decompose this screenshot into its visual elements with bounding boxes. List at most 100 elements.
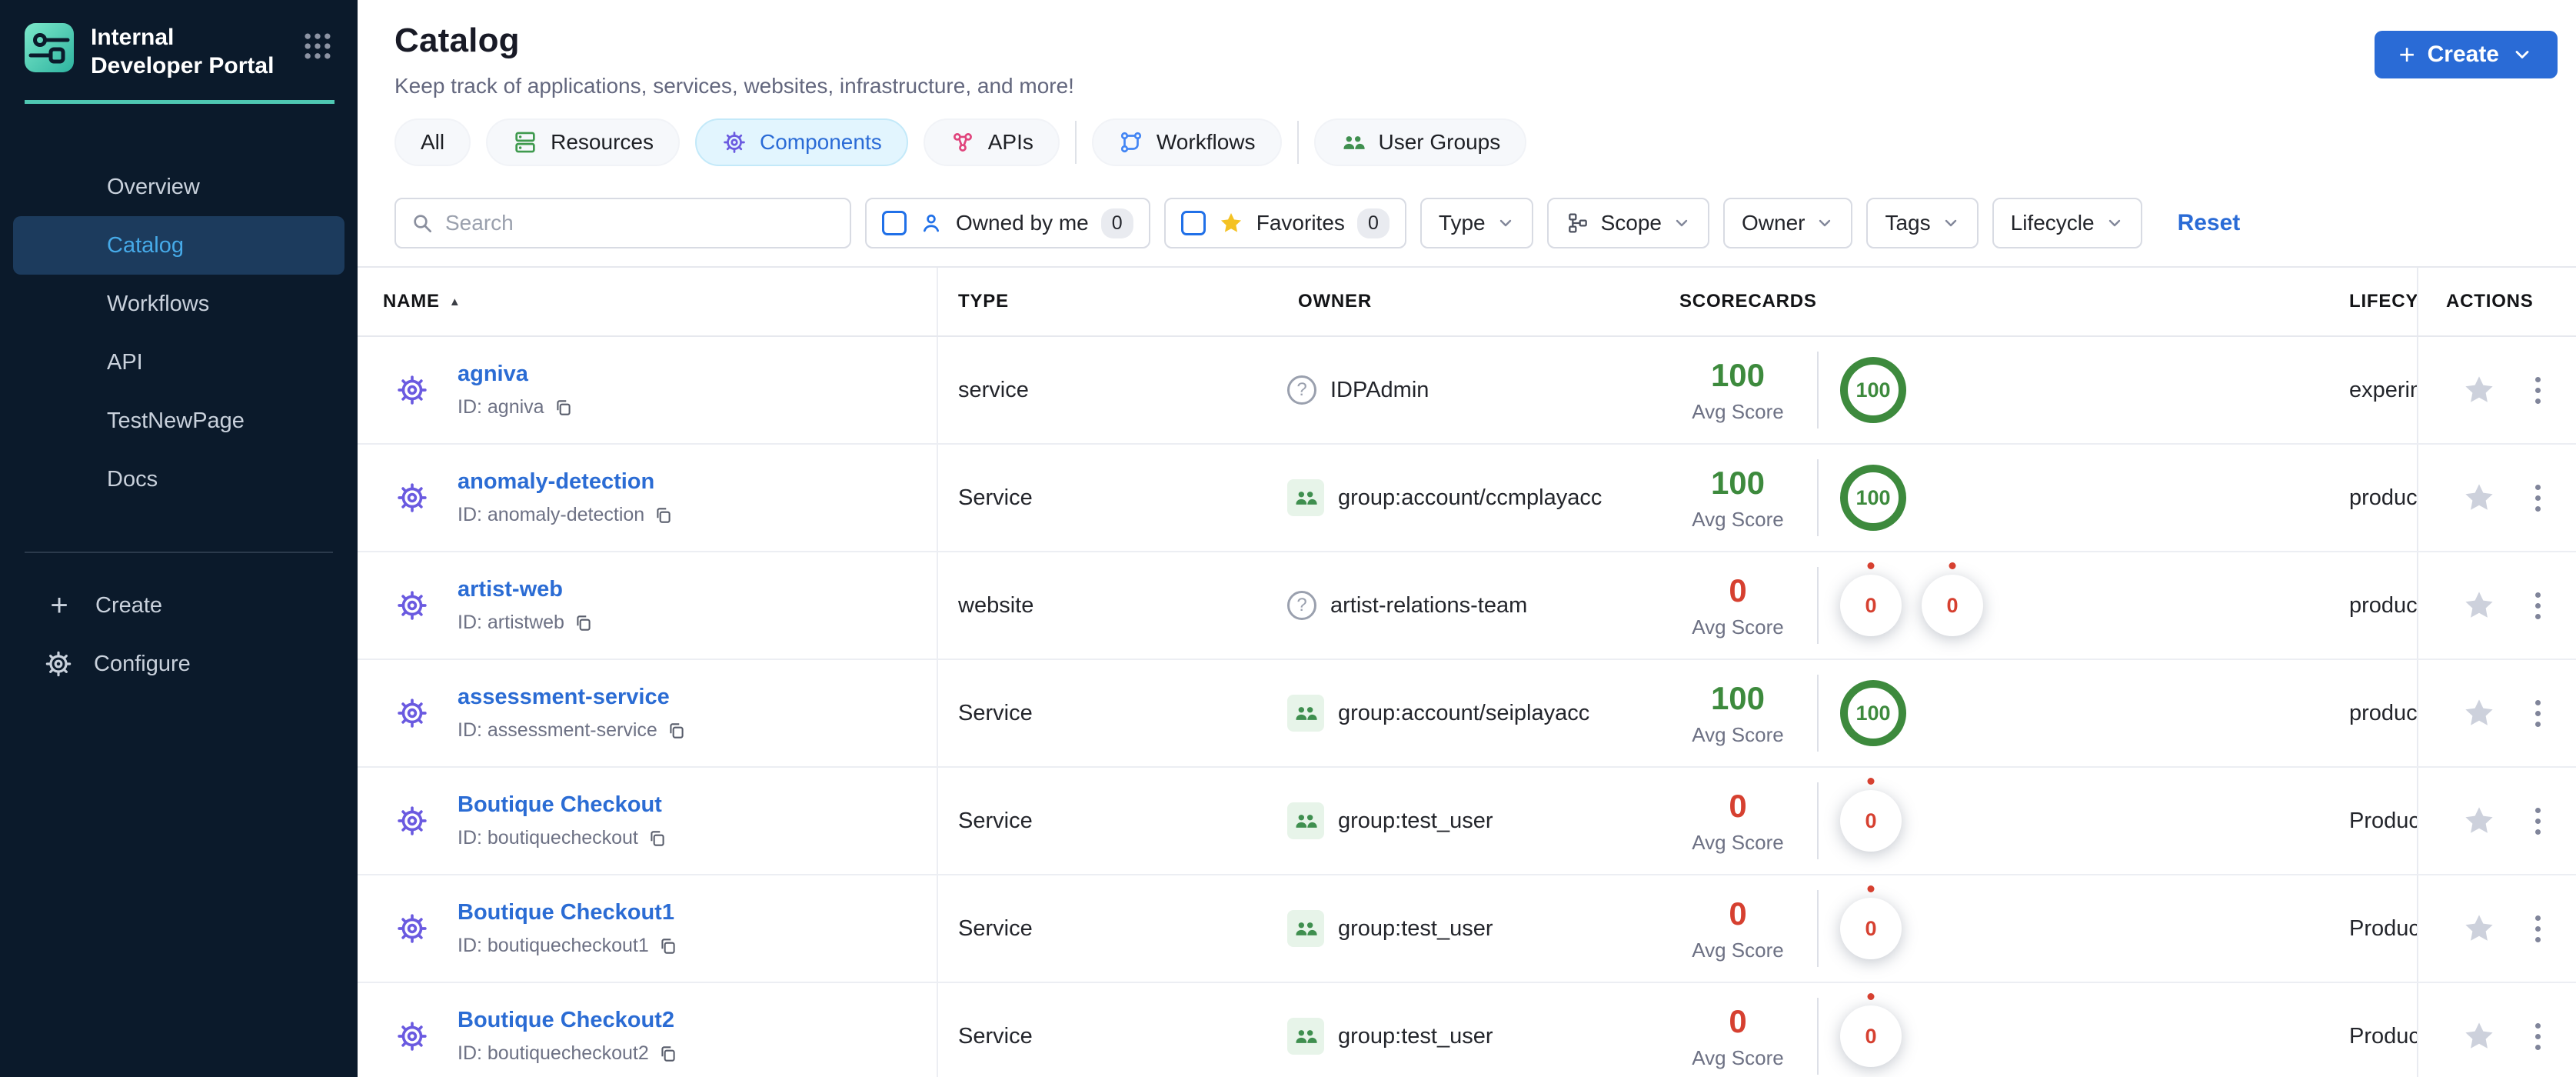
owned-by-me-checkbox[interactable] <box>882 211 907 235</box>
component-name-link[interactable]: Boutique Checkout1 <box>458 900 674 925</box>
kebab-menu-icon[interactable] <box>2531 803 2545 839</box>
score-divider <box>1817 782 1819 859</box>
type-cell: service <box>958 377 1029 402</box>
copy-icon[interactable] <box>658 1044 678 1064</box>
scorecard-rings: 100 <box>1840 357 1906 423</box>
owned-by-me-label: Owned by me <box>956 211 1089 235</box>
type-cell: Service <box>958 915 1033 941</box>
scorecard-ring[interactable]: 0 <box>1840 790 1902 852</box>
name-cell: anomaly-detection ID: anomaly-detection <box>358 445 938 551</box>
search-input[interactable] <box>445 211 836 235</box>
kebab-menu-icon[interactable] <box>2531 480 2545 516</box>
tab-resources[interactable]: Resources <box>486 118 680 166</box>
sidebar-item-overview[interactable]: Overview <box>107 174 200 199</box>
kebab-menu-icon[interactable] <box>2531 372 2545 408</box>
column-header-scorecards: SCORECARDS <box>1679 291 1817 312</box>
main-content: Catalog Keep track of applications, serv… <box>358 0 2576 1077</box>
table-row: Boutique Checkout2 ID: boutiquecheckout2… <box>358 983 2576 1077</box>
tab-workflows[interactable]: Workflows <box>1091 118 1282 166</box>
owned-by-me-filter[interactable]: Owned by me 0 <box>865 198 1150 248</box>
scorecard-rings: 100 <box>1840 680 1906 746</box>
sidebar-item-docs[interactable]: Docs <box>107 466 158 492</box>
sidebar-configure-button[interactable]: Configure <box>0 635 358 693</box>
scope-tree-icon <box>1566 211 1590 235</box>
scorecard-ring[interactable]: 0 <box>1840 1005 1902 1067</box>
tab-label: Resources <box>551 130 654 154</box>
sidebar-item-testnewpage[interactable]: TestNewPage <box>107 408 245 433</box>
sidebar-item-api[interactable]: API <box>107 349 143 375</box>
component-gear-icon <box>394 911 430 946</box>
favorites-filter[interactable]: Favorites 0 <box>1163 198 1406 248</box>
scope-filter-dropdown[interactable]: Scope <box>1546 198 1710 248</box>
resources-icon <box>512 129 538 155</box>
component-name-link[interactable]: agniva <box>458 362 528 386</box>
tags-filter-dropdown[interactable]: Tags <box>1866 198 1979 248</box>
favorite-star-icon[interactable] <box>2461 480 2497 515</box>
catalog-kind-tabs: All Resources Components APIs Workflows … <box>394 118 2576 166</box>
avg-score-label: Avg Score <box>1692 507 1784 531</box>
component-name-link[interactable]: Boutique Checkout2 <box>458 1008 674 1032</box>
column-header-name[interactable]: NAME ▲ <box>358 268 938 335</box>
kebab-menu-icon[interactable] <box>2531 695 2545 732</box>
avg-score-block: 100 Avg Score <box>1680 680 1796 747</box>
group-owner-icon <box>1287 1018 1324 1055</box>
tab-components[interactable]: Components <box>694 118 908 166</box>
sidebar-create-button[interactable]: + Create <box>0 576 358 635</box>
owner-name: group:test_user <box>1338 808 1493 833</box>
tab-user-groups[interactable]: User Groups <box>1313 118 1527 166</box>
scorecard-ring[interactable]: 0 <box>1840 898 1902 959</box>
scorecard-ring-value: 0 <box>1946 593 1959 617</box>
copy-icon[interactable] <box>574 613 594 633</box>
apps-grid-icon[interactable] <box>301 29 334 63</box>
scorecard-ring-value: 0 <box>1865 809 1877 832</box>
favorites-checkbox[interactable] <box>1180 211 1206 235</box>
copy-icon[interactable] <box>554 398 574 418</box>
reset-filters-link[interactable]: Reset <box>2177 210 2241 235</box>
favorite-star-icon[interactable] <box>2461 372 2497 408</box>
kebab-menu-icon[interactable] <box>2531 1019 2545 1055</box>
component-gear-icon <box>394 803 430 839</box>
kebab-menu-icon[interactable] <box>2531 588 2545 624</box>
scorecard-ring[interactable]: 0 <box>1840 575 1902 636</box>
scorecard-ring[interactable]: 100 <box>1840 680 1906 746</box>
favorite-star-icon[interactable] <box>2461 588 2497 623</box>
column-header-lifecycle: LIFECYCLE <box>2349 291 2417 312</box>
component-name-link[interactable]: Boutique Checkout <box>458 792 662 817</box>
scorecards-cell: 100 Avg Score 100 <box>1672 445 2341 551</box>
actions-cell <box>2417 445 2576 551</box>
lifecycle-cell: Production <box>2349 808 2417 833</box>
copy-icon[interactable] <box>647 829 667 849</box>
tab-apis[interactable]: APIs <box>923 118 1060 166</box>
create-button[interactable]: + Create <box>2374 31 2558 78</box>
owner-filter-dropdown[interactable]: Owner <box>1723 198 1853 248</box>
favorite-star-icon[interactable] <box>2461 911 2497 946</box>
lifecycle-cell: production <box>2349 700 2417 725</box>
type-filter-dropdown[interactable]: Type <box>1419 198 1533 248</box>
favorite-star-icon[interactable] <box>2461 1019 2497 1054</box>
name-cell: artist-web ID: artistweb <box>358 552 938 659</box>
component-gear-icon <box>394 372 430 408</box>
favorite-star-icon[interactable] <box>2461 695 2497 731</box>
component-name-link[interactable]: assessment-service <box>458 685 670 709</box>
avg-score-block: 100 Avg Score <box>1680 357 1796 424</box>
copy-icon[interactable] <box>658 936 678 956</box>
scorecard-ring[interactable]: 0 <box>1922 575 1983 636</box>
lifecycle-filter-dropdown[interactable]: Lifecycle <box>1992 198 2142 248</box>
scorecard-ring[interactable]: 100 <box>1840 357 1906 423</box>
component-name-link[interactable]: artist-web <box>458 577 563 602</box>
copy-icon[interactable] <box>667 721 687 741</box>
kebab-menu-icon[interactable] <box>2531 911 2545 947</box>
actions-cell <box>2417 660 2576 766</box>
tab-all[interactable]: All <box>394 118 471 166</box>
sidebar-item-workflows[interactable]: Workflows <box>107 291 210 316</box>
scorecard-ring[interactable]: 100 <box>1840 465 1906 531</box>
chevron-down-icon <box>1496 214 1515 232</box>
score-divider <box>1817 890 1819 967</box>
scorecard-rings: 0 <box>1840 898 1902 959</box>
sidebar-item-catalog[interactable]: Catalog <box>13 216 344 275</box>
owner-cell: ? artist-relations-team <box>1276 591 1672 620</box>
copy-icon[interactable] <box>654 505 674 525</box>
component-name-link[interactable]: anomaly-detection <box>458 469 655 494</box>
favorite-star-icon[interactable] <box>2461 803 2497 839</box>
